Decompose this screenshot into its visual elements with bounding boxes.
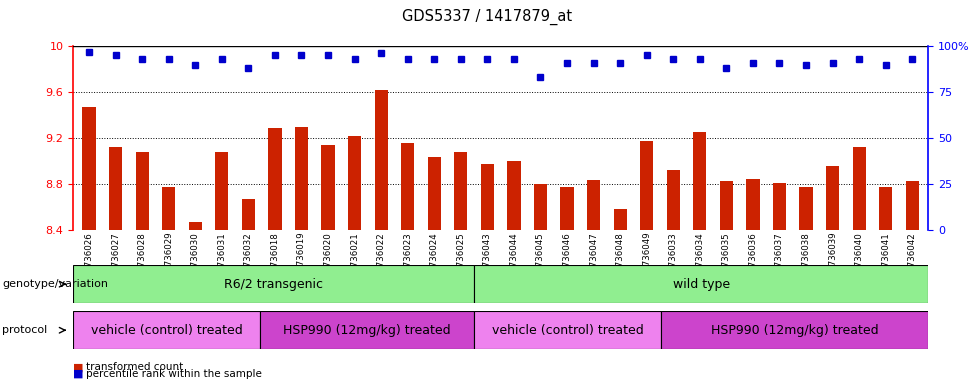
- Bar: [188, 222, 202, 230]
- Bar: [587, 180, 601, 230]
- Text: ■: ■: [73, 362, 84, 372]
- Bar: [215, 152, 228, 230]
- Bar: [906, 181, 918, 230]
- Bar: [454, 152, 467, 230]
- Bar: [374, 90, 388, 230]
- Bar: [322, 145, 334, 230]
- Text: transformed count: transformed count: [86, 362, 183, 372]
- Text: vehicle (control) treated: vehicle (control) treated: [491, 324, 644, 337]
- Bar: [613, 209, 627, 230]
- Text: protocol: protocol: [2, 325, 47, 335]
- Bar: [242, 199, 255, 230]
- Bar: [294, 127, 308, 230]
- Text: vehicle (control) treated: vehicle (control) treated: [91, 324, 243, 337]
- Text: R6/2 transgenic: R6/2 transgenic: [224, 278, 323, 291]
- Text: ■: ■: [73, 369, 84, 379]
- Bar: [561, 187, 573, 230]
- Text: HSP990 (12mg/kg) treated: HSP990 (12mg/kg) treated: [284, 324, 450, 337]
- Bar: [667, 170, 680, 230]
- Bar: [260, 311, 474, 349]
- Bar: [693, 132, 707, 230]
- Bar: [507, 161, 521, 230]
- Text: HSP990 (12mg/kg) treated: HSP990 (12mg/kg) treated: [711, 324, 878, 337]
- Text: GDS5337 / 1417879_at: GDS5337 / 1417879_at: [403, 9, 572, 25]
- Bar: [879, 187, 892, 230]
- Bar: [474, 311, 661, 349]
- Bar: [640, 141, 653, 230]
- Text: wild type: wild type: [673, 278, 729, 291]
- Bar: [746, 179, 760, 230]
- Bar: [720, 181, 733, 230]
- Bar: [428, 157, 441, 230]
- Bar: [474, 265, 928, 303]
- Bar: [136, 152, 149, 230]
- Bar: [800, 187, 813, 230]
- Bar: [162, 187, 175, 230]
- Bar: [661, 311, 928, 349]
- Bar: [73, 265, 474, 303]
- Bar: [401, 143, 414, 230]
- Text: genotype/variation: genotype/variation: [2, 279, 108, 289]
- Bar: [773, 183, 786, 230]
- Text: percentile rank within the sample: percentile rank within the sample: [86, 369, 261, 379]
- Bar: [73, 311, 260, 349]
- Bar: [826, 166, 839, 230]
- Bar: [348, 136, 362, 230]
- Bar: [852, 147, 866, 230]
- Bar: [83, 107, 96, 230]
- Bar: [481, 164, 494, 230]
- Bar: [534, 184, 547, 230]
- Bar: [268, 128, 282, 230]
- Bar: [109, 147, 122, 230]
